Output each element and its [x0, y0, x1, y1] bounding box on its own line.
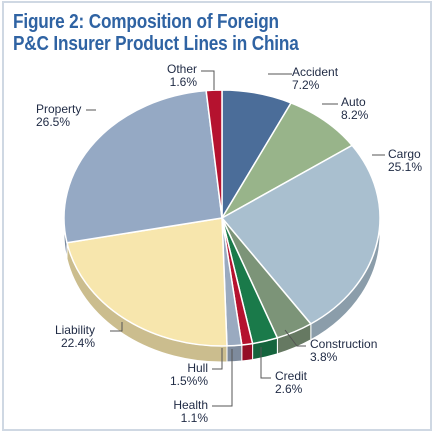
pie-sides	[63, 217, 381, 363]
label-value-construction: 3.8%	[310, 350, 338, 364]
label-value-cargo: 25.1%	[388, 160, 422, 174]
label-name-cargo: Cargo	[388, 147, 421, 161]
label-name-credit: Credit	[275, 369, 308, 383]
slice-other	[205, 89, 223, 219]
label-value-other: 1.6%	[170, 75, 198, 89]
leader-liability	[110, 322, 123, 332]
leader-credit	[260, 347, 271, 379]
label-value-auto: 8.2%	[341, 108, 369, 122]
chart-title-line-2: P&C Insurer Product Lines in China	[13, 33, 299, 55]
label-name-hull: Hull	[187, 361, 208, 375]
leader-construction	[284, 329, 306, 347]
label-value-liability: 22.4%	[61, 336, 95, 350]
slice-cargo	[221, 144, 381, 325]
label-value-health: 1.1%	[181, 411, 209, 425]
label-name-auto: Auto	[341, 95, 366, 109]
label-value-accident: 7.2%	[292, 78, 320, 92]
slice-side-health	[241, 342, 254, 362]
pie-top	[63, 89, 381, 347]
label-name-other: Other	[167, 62, 197, 76]
label-name-construction: Construction	[310, 337, 377, 351]
chart-title-line-1: Figure 2: Composition of Foreign	[13, 11, 279, 33]
slice-liability	[66, 217, 228, 347]
label-value-hull: 1.5%%	[170, 374, 208, 388]
leader-other	[201, 70, 215, 90]
slice-side-hull	[226, 344, 243, 363]
pie-leaders	[86, 70, 385, 407]
label-name-liability: Liability	[55, 323, 95, 337]
label-value-credit: 2.6%	[275, 382, 303, 396]
leader-health	[212, 349, 233, 407]
label-name-property: Property	[36, 102, 81, 116]
slice-property	[63, 89, 223, 244]
label-name-accident: Accident	[292, 65, 339, 79]
label-value-property: 26.5%	[36, 115, 70, 129]
label-name-health: Health	[173, 398, 208, 412]
leader-hull	[212, 348, 223, 370]
